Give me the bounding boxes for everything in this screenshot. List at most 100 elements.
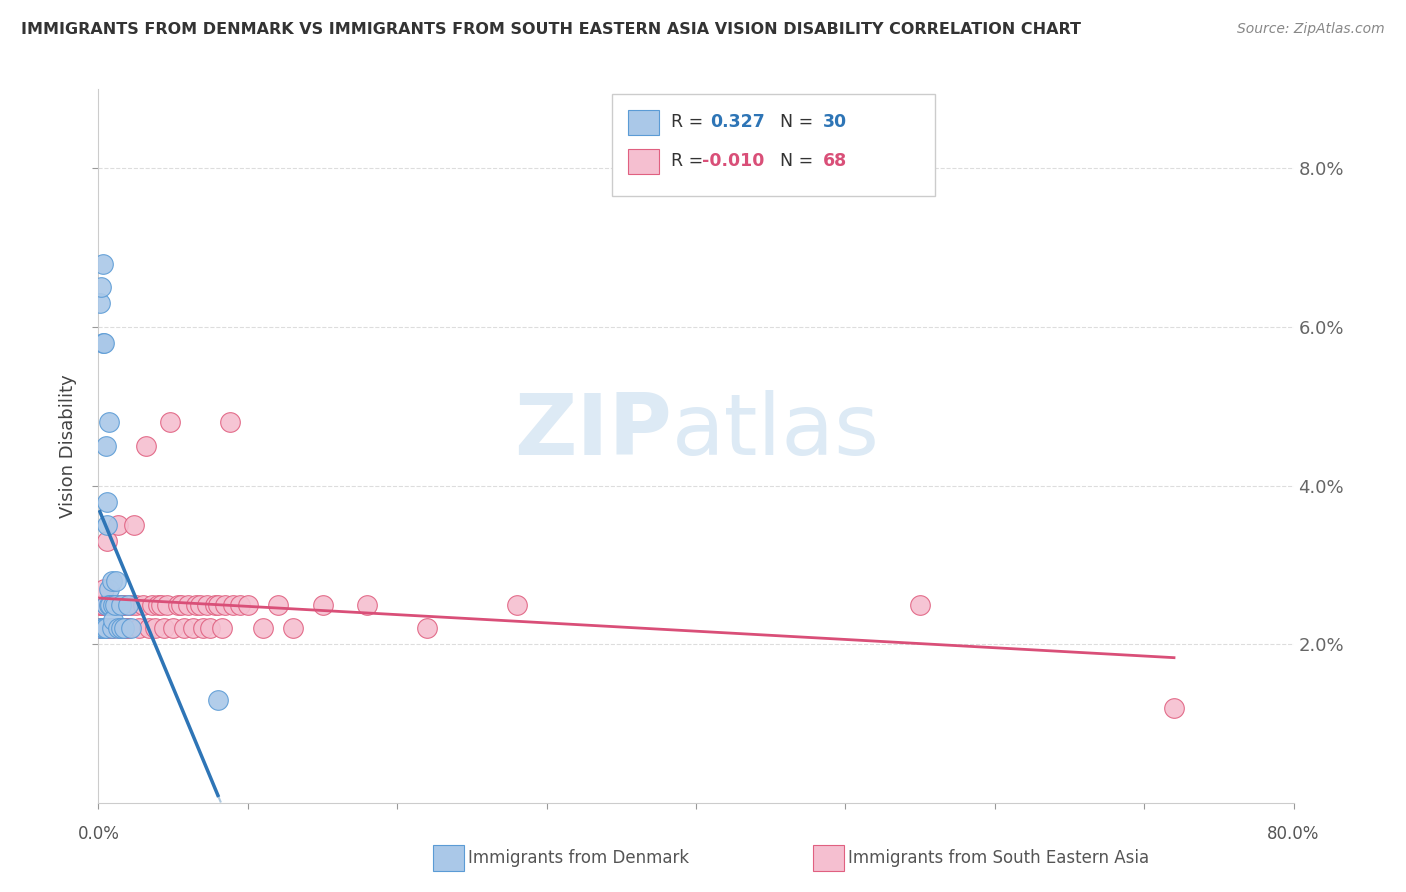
Point (141, 598, 163, 612)
Point (104, 598, 127, 612)
Point (138, 621, 160, 635)
Text: 80.0%: 80.0% (1267, 825, 1320, 843)
Point (91, 257, 114, 271)
Point (252, 621, 274, 635)
Point (267, 598, 290, 612)
Point (506, 598, 529, 612)
Point (156, 598, 179, 612)
Point (120, 598, 142, 612)
Point (311, 598, 333, 612)
Point (135, 439, 157, 453)
Point (169, 598, 191, 612)
Point (110, 621, 132, 635)
Point (132, 598, 155, 612)
Point (96, 534, 118, 549)
Point (173, 621, 195, 635)
Point (90, 280, 112, 294)
Point (200, 621, 222, 635)
Text: R =: R = (671, 113, 703, 131)
Point (112, 621, 135, 635)
Point (416, 621, 439, 635)
Point (103, 598, 125, 612)
Point (222, 598, 245, 612)
Point (89, 598, 111, 612)
Point (128, 621, 150, 635)
Point (162, 621, 184, 635)
Point (96, 621, 118, 635)
Point (143, 621, 166, 635)
Point (153, 621, 176, 635)
Point (211, 621, 233, 635)
Text: atlas: atlas (672, 390, 880, 474)
Point (107, 621, 129, 635)
Point (908, 598, 931, 612)
Text: R =: R = (671, 153, 703, 170)
Text: 0.0%: 0.0% (77, 825, 120, 843)
Point (236, 598, 259, 612)
Point (117, 621, 139, 635)
Text: IMMIGRANTS FROM DENMARK VS IMMIGRANTS FROM SOUTH EASTERN ASIA VISION DISABILITY : IMMIGRANTS FROM DENMARK VS IMMIGRANTS FR… (21, 22, 1081, 37)
Point (219, 415, 242, 429)
Text: Immigrants from Denmark: Immigrants from Denmark (468, 849, 689, 867)
Point (96, 518, 118, 533)
Point (101, 598, 124, 612)
Point (100, 598, 122, 612)
Point (91, 621, 114, 635)
Point (89, 621, 111, 635)
Text: N =: N = (780, 113, 814, 131)
Point (148, 598, 170, 612)
Text: N =: N = (780, 153, 814, 170)
Point (89, 296, 111, 310)
Point (112, 621, 135, 635)
Point (159, 415, 181, 429)
Point (214, 598, 236, 612)
Text: Source: ZipAtlas.com: Source: ZipAtlas.com (1237, 22, 1385, 37)
Point (108, 621, 131, 635)
Point (281, 621, 304, 635)
Point (91, 335, 114, 350)
Point (105, 598, 128, 612)
Point (120, 621, 142, 635)
Point (204, 598, 226, 612)
Text: 30: 30 (823, 113, 846, 131)
Point (97, 598, 120, 612)
Point (90, 621, 112, 635)
Point (181, 621, 204, 635)
Point (89, 621, 111, 635)
Point (188, 598, 211, 612)
Point (207, 692, 229, 706)
Point (110, 598, 132, 612)
Point (103, 614, 125, 628)
Point (104, 598, 127, 612)
Point (93, 582, 115, 596)
Point (150, 598, 173, 612)
Point (94, 598, 117, 612)
Point (356, 598, 378, 612)
Point (94, 439, 117, 453)
Point (125, 598, 148, 612)
Point (97, 582, 120, 596)
Point (111, 598, 134, 612)
Point (115, 621, 138, 635)
Point (166, 598, 188, 612)
Point (90, 598, 112, 612)
Point (191, 621, 214, 635)
Point (107, 518, 129, 533)
Point (114, 598, 136, 612)
Point (117, 598, 139, 612)
Point (93, 335, 115, 350)
Point (96, 494, 118, 508)
Point (94, 621, 117, 635)
Point (97, 415, 120, 429)
Point (1163, 700, 1185, 714)
Text: Immigrants from South Eastern Asia: Immigrants from South Eastern Asia (848, 849, 1149, 867)
Text: -0.010: -0.010 (702, 153, 763, 170)
Point (93, 621, 115, 635)
Y-axis label: Vision Disability: Vision Disability (59, 374, 77, 518)
Text: 0.327: 0.327 (710, 113, 765, 131)
Point (177, 598, 200, 612)
Point (91, 598, 114, 612)
Point (101, 574, 124, 588)
Point (110, 598, 132, 612)
Point (101, 621, 124, 635)
